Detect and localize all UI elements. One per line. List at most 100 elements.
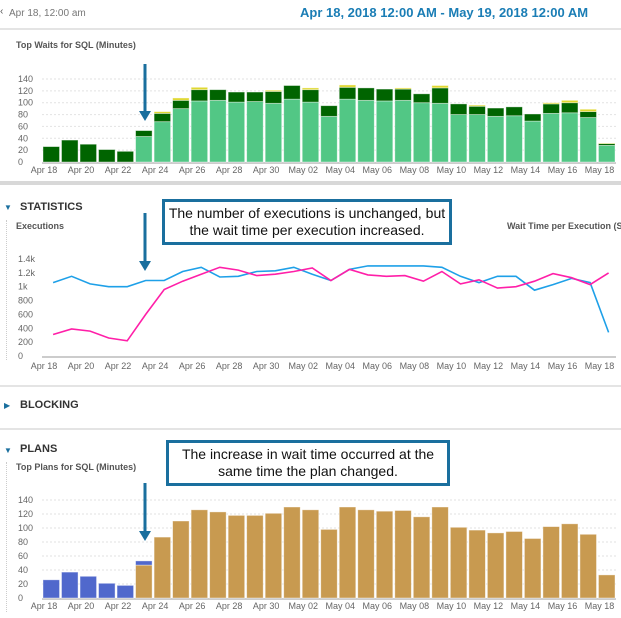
bar-segment xyxy=(227,91,246,103)
collapse-triangle-icon[interactable]: ▼ xyxy=(4,446,12,455)
bar-segment xyxy=(42,579,60,599)
bar-segment xyxy=(375,100,394,163)
y-tick-label: 200 xyxy=(18,337,33,347)
bar-segment xyxy=(135,136,153,163)
y-tick-label: 40 xyxy=(18,565,28,575)
bar-segment xyxy=(357,87,375,101)
expand-triangle-icon[interactable]: ▶ xyxy=(4,401,11,410)
bar-segment xyxy=(542,526,560,599)
x-tick-label: May 16 xyxy=(548,165,578,175)
section-statistics[interactable]: STATISTICS xyxy=(20,201,83,213)
date-range-title: Apr 18, 2018 12:00 AM - May 19, 2018 12:… xyxy=(300,5,589,20)
x-tick-label: May 12 xyxy=(474,601,504,611)
divider xyxy=(0,181,621,185)
y-tick-label: 600 xyxy=(18,309,33,319)
bar-segment xyxy=(190,100,209,163)
bar-segment xyxy=(301,101,320,163)
x-tick-label: May 14 xyxy=(511,601,541,611)
x-tick-label: Apr 20 xyxy=(68,601,95,611)
y-tick-label: 400 xyxy=(18,323,33,333)
bar-segment xyxy=(209,99,227,163)
y-tick-label: 40 xyxy=(18,133,28,143)
bar-segment xyxy=(468,104,486,107)
back-chevron-icon[interactable]: ‹ xyxy=(0,6,4,17)
bar-segment xyxy=(264,512,283,599)
x-tick-label: May 18 xyxy=(585,601,615,611)
bar-segment xyxy=(449,114,468,163)
bar-segment xyxy=(579,108,597,113)
bar-segment xyxy=(153,112,172,123)
y-tick-label: 0 xyxy=(18,593,23,603)
x-tick-label: May 16 xyxy=(548,601,578,611)
bar-segment xyxy=(505,106,523,117)
collapse-triangle-icon[interactable]: ▼ xyxy=(4,203,12,212)
bar-segment xyxy=(598,144,616,163)
x-tick-label: Apr 26 xyxy=(179,601,206,611)
y-tick-label: 60 xyxy=(18,121,28,131)
x-tick-label: Apr 26 xyxy=(179,361,206,371)
bar-segment xyxy=(431,87,449,104)
y-tick-label: 80 xyxy=(18,537,28,547)
bar-segment xyxy=(301,89,320,103)
x-tick-label: Apr 28 xyxy=(216,361,243,371)
section-blocking[interactable]: BLOCKING xyxy=(20,399,79,411)
y-tick-label: 60 xyxy=(18,551,28,561)
y-tick-label: 100 xyxy=(18,523,33,533)
section-guide xyxy=(6,220,7,360)
wait-time-line xyxy=(52,266,610,342)
x-tick-label: Apr 20 xyxy=(68,165,95,175)
x-tick-label: May 06 xyxy=(363,165,393,175)
bar-segment xyxy=(246,91,264,102)
bar-segment xyxy=(542,102,560,105)
y-tick-label: 80 xyxy=(18,110,28,120)
bar-segment xyxy=(412,102,431,163)
y-tick-label: 800 xyxy=(18,296,33,306)
bar-segment xyxy=(486,115,505,163)
callout-statistics: The number of executions is unchanged, b… xyxy=(162,199,452,245)
bar-segment xyxy=(98,582,116,599)
wait-time-axis-label: Wait Time per Execution (Sec xyxy=(507,221,621,231)
back-date-link[interactable]: Apr 18, 12:00 am xyxy=(9,8,86,19)
x-tick-label: May 08 xyxy=(400,361,430,371)
bar-segment xyxy=(246,515,264,599)
divider xyxy=(0,28,621,30)
x-tick-label: May 06 xyxy=(363,601,393,611)
x-tick-label: Apr 22 xyxy=(105,361,132,371)
bar-segment xyxy=(524,538,542,599)
x-tick-label: Apr 22 xyxy=(105,165,132,175)
bar-segment xyxy=(320,529,338,599)
x-tick-label: Apr 30 xyxy=(253,601,280,611)
x-tick-label: May 14 xyxy=(511,165,541,175)
x-tick-label: May 12 xyxy=(474,361,504,371)
bar-segment xyxy=(172,108,190,163)
callout-plans: The increase in wait time occurred at th… xyxy=(166,440,450,486)
bar-segment xyxy=(579,111,597,118)
bar-segment xyxy=(579,117,597,163)
bar-segment xyxy=(338,506,357,599)
x-tick-label: May 06 xyxy=(363,361,393,371)
x-tick-label: May 12 xyxy=(474,165,504,175)
arrow-down-icon xyxy=(139,111,151,121)
bar-segment xyxy=(61,139,79,163)
divider xyxy=(0,385,621,387)
bar-segment xyxy=(227,101,246,163)
y-tick-label: 1.4k xyxy=(18,254,36,264)
section-guide xyxy=(6,462,7,612)
bar-segment xyxy=(301,509,320,599)
x-tick-label: Apr 26 xyxy=(179,165,206,175)
section-plans[interactable]: PLANS xyxy=(20,443,58,455)
bar-segment xyxy=(505,531,523,599)
x-tick-label: Apr 18 xyxy=(31,361,58,371)
bar-segment xyxy=(61,571,79,599)
divider xyxy=(0,428,621,430)
bar-segment xyxy=(98,149,116,163)
bar-segment xyxy=(468,114,486,163)
x-tick-label: Apr 24 xyxy=(142,601,169,611)
bar-segment xyxy=(320,105,338,117)
x-tick-label: Apr 28 xyxy=(216,165,243,175)
bar-segment xyxy=(598,142,616,145)
bar-segment xyxy=(542,112,560,163)
y-tick-label: 140 xyxy=(18,495,33,505)
bar-segment xyxy=(338,98,357,163)
